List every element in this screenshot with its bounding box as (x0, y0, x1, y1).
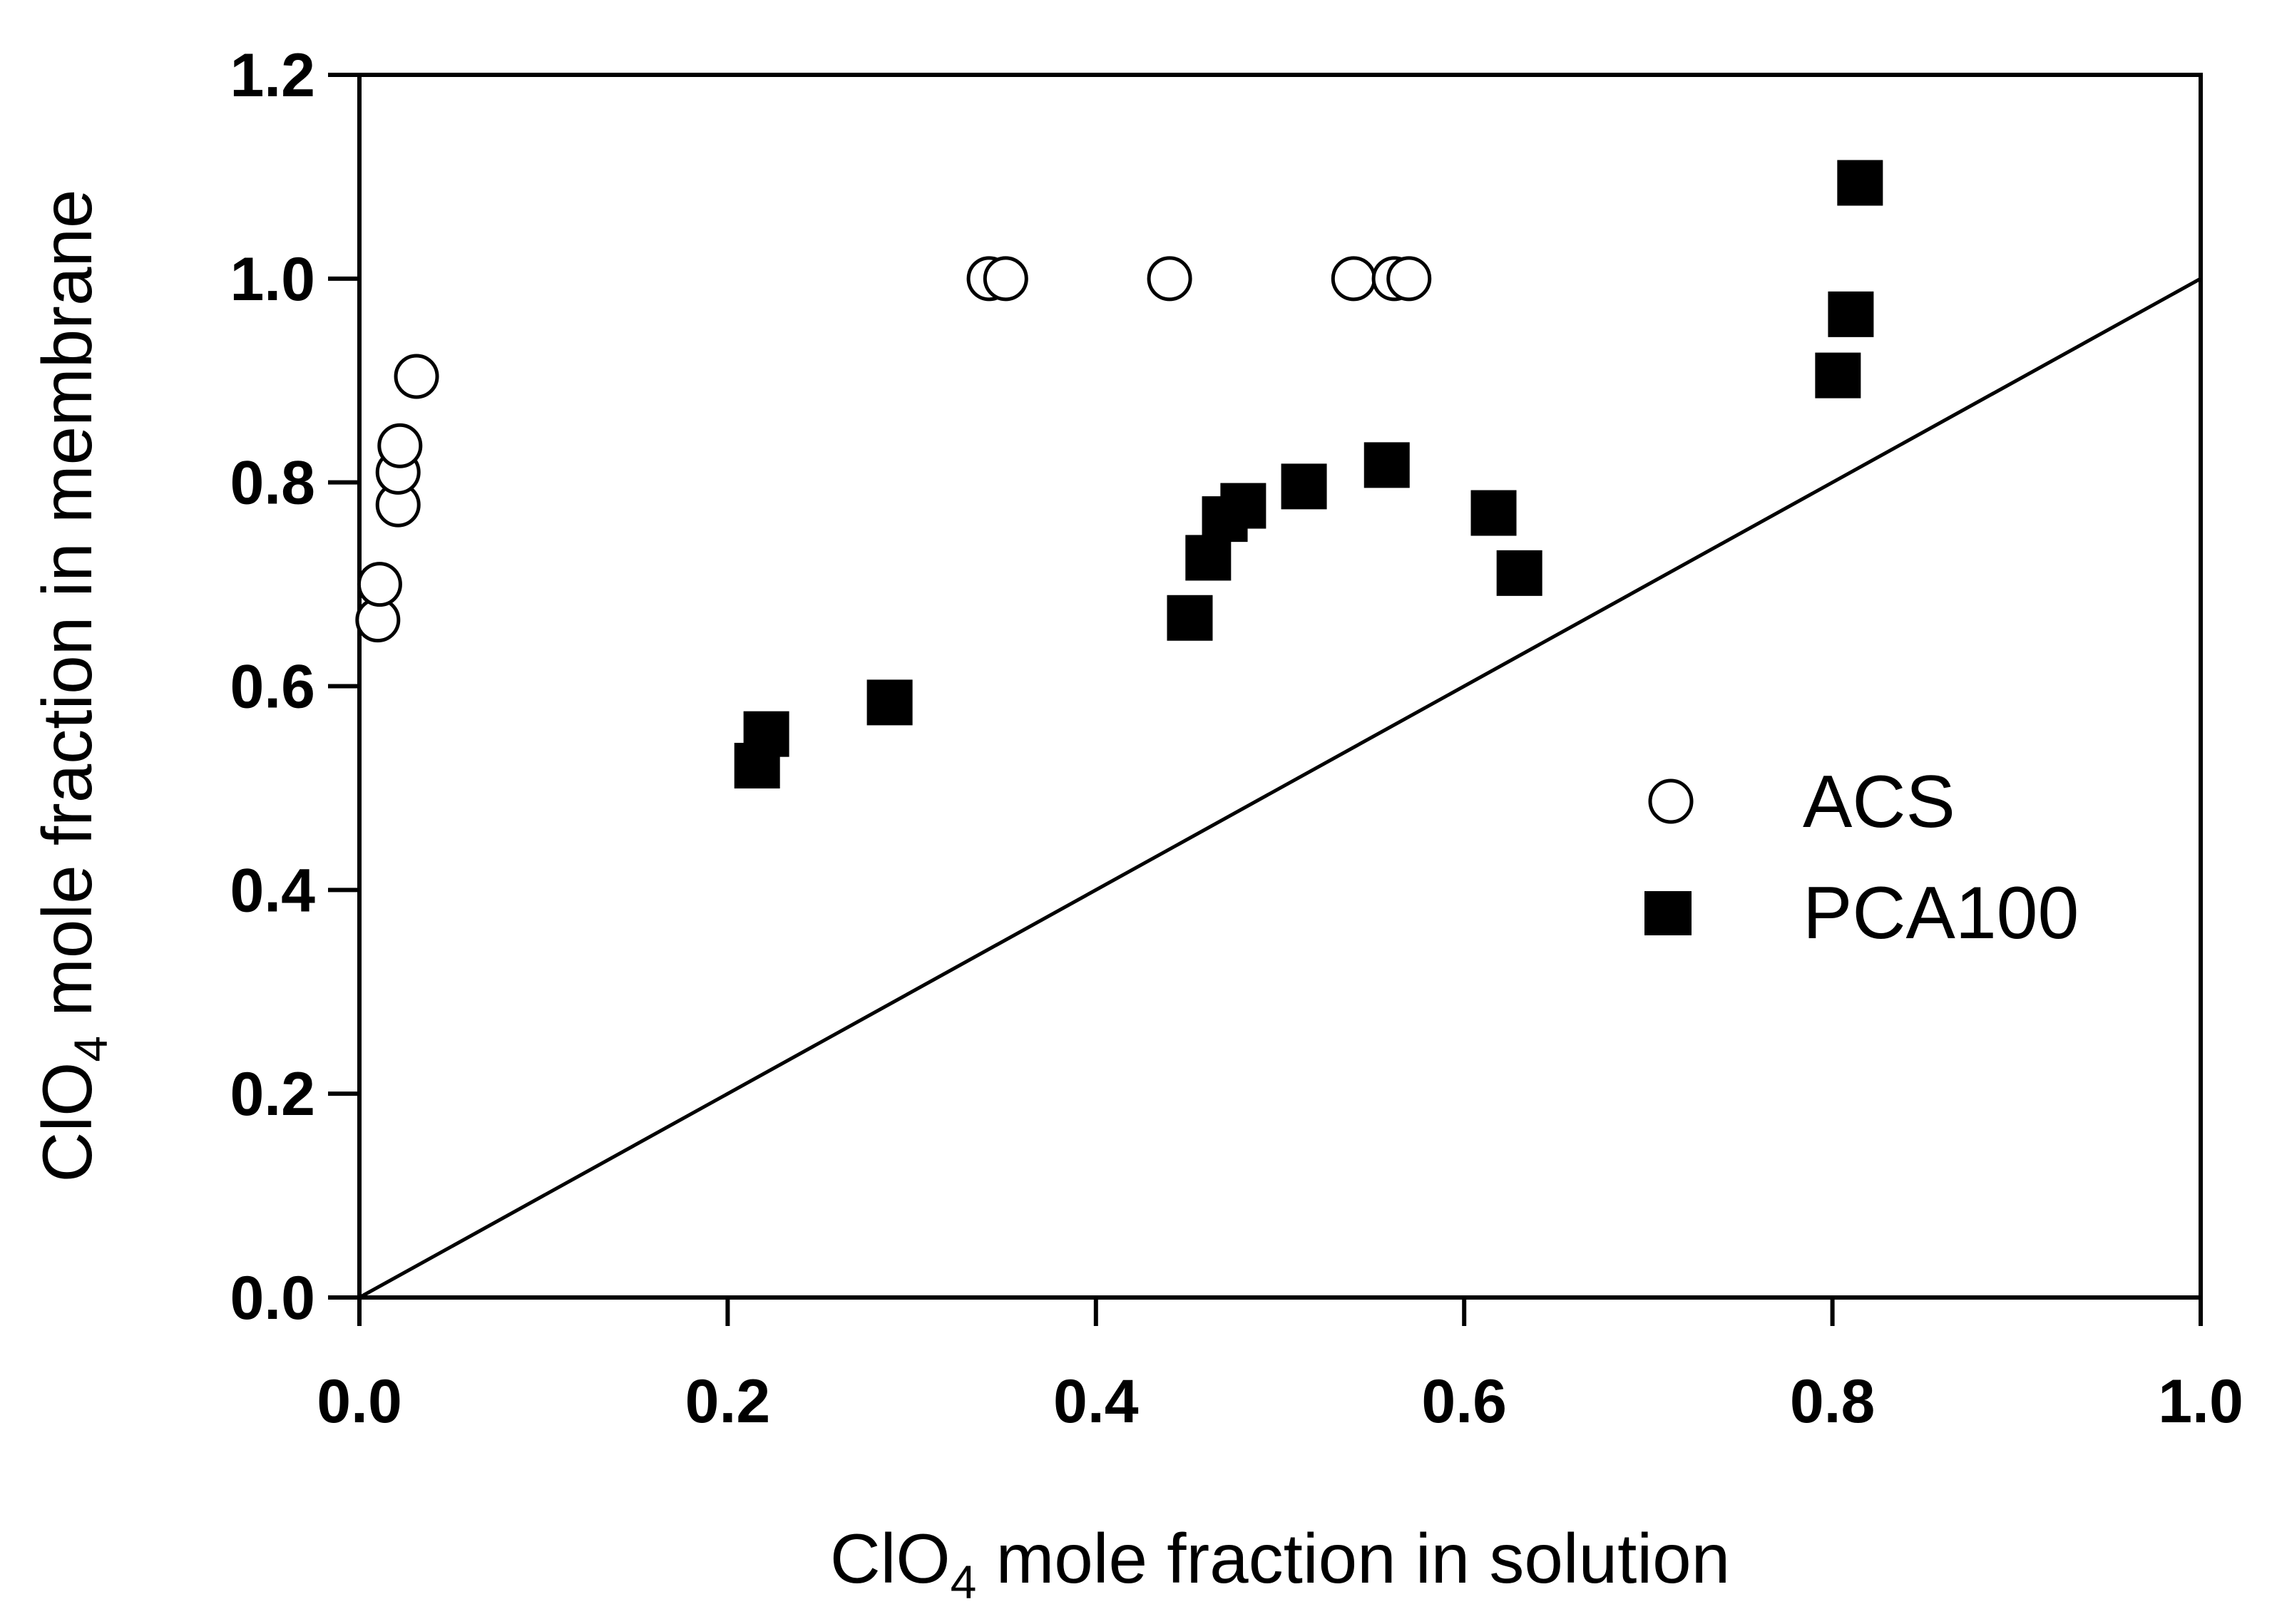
series-pca100 (734, 160, 1883, 788)
x-tick-label: 0.0 (317, 1367, 402, 1436)
pca100-data-point (1167, 595, 1213, 641)
acs-data-point (1331, 256, 1376, 302)
y-tick-label: 0.8 (230, 449, 315, 518)
acs-data-point (357, 562, 402, 607)
y-tick-label: 1.2 (230, 41, 315, 110)
x-axis-title: ClO4 mole fraction in solution (830, 1519, 1730, 1608)
y-axis-title-subscript: 4 (64, 1036, 117, 1062)
x-axis-ticks: 0.0 0.2 0.4 0.6 0.8 1.0 (317, 1297, 2243, 1436)
x-axis-title-rest: mole fraction in solution (976, 1519, 1730, 1598)
x-tick-label: 1.0 (2158, 1367, 2243, 1436)
legend: ACS PCA100 (1644, 761, 2079, 955)
y-axis-ticks: 0.0 0.2 0.4 0.6 0.8 1.0 1.2 (230, 41, 359, 1332)
x-tick-label: 0.4 (1053, 1367, 1139, 1436)
pca100-data-point (1828, 291, 1874, 337)
pca100-data-point (866, 679, 913, 726)
acs-data-point (1147, 256, 1192, 302)
y-tick-label: 0.2 (230, 1060, 315, 1129)
pca100-data-point (1185, 535, 1232, 581)
acs-data-point (983, 256, 1028, 302)
y-axis-title: ClO4 mole fraction in membrane (28, 190, 117, 1183)
pca100-data-point (1220, 483, 1267, 529)
x-tick-label: 0.6 (1421, 1367, 1507, 1436)
series-acs (355, 256, 1432, 643)
pca100-data-point (1281, 463, 1327, 510)
plot-frame (357, 73, 2203, 1300)
x-tick-label: 0.2 (685, 1367, 771, 1436)
y-tick-label: 1.0 (230, 245, 315, 314)
y-tick-label: 0.0 (230, 1264, 315, 1332)
legend-acs-label: ACS (1803, 761, 1955, 843)
x-axis-title-base: ClO (830, 1519, 951, 1598)
pca100-data-point (1363, 442, 1410, 488)
pca100-data-point (743, 711, 789, 757)
y-tick-label: 0.6 (230, 653, 315, 721)
pca100-data-point (1470, 490, 1517, 536)
pca100-data-point (1837, 160, 1883, 206)
pca100-data-point (1815, 352, 1861, 399)
legend-acs-marker-icon (1648, 778, 1694, 824)
legend-pca100-label: PCA100 (1803, 872, 2079, 955)
pca100-data-point (1496, 550, 1542, 596)
reference-line-group (358, 277, 2202, 1300)
acs-data-point (1386, 256, 1432, 302)
y-axis-title-rest: mole fraction in membrane (28, 190, 106, 1036)
acs-data-point (377, 423, 423, 468)
x-tick-label: 0.8 (1790, 1367, 1876, 1436)
reference-line-y-equals-x (358, 277, 2202, 1300)
y-tick-label: 0.4 (230, 856, 315, 925)
acs-data-point (394, 354, 439, 399)
legend-pca100-marker-icon (1644, 891, 1692, 935)
y-axis-title-base: ClO (28, 1062, 106, 1183)
x-axis-title-subscript: 4 (951, 1556, 977, 1608)
